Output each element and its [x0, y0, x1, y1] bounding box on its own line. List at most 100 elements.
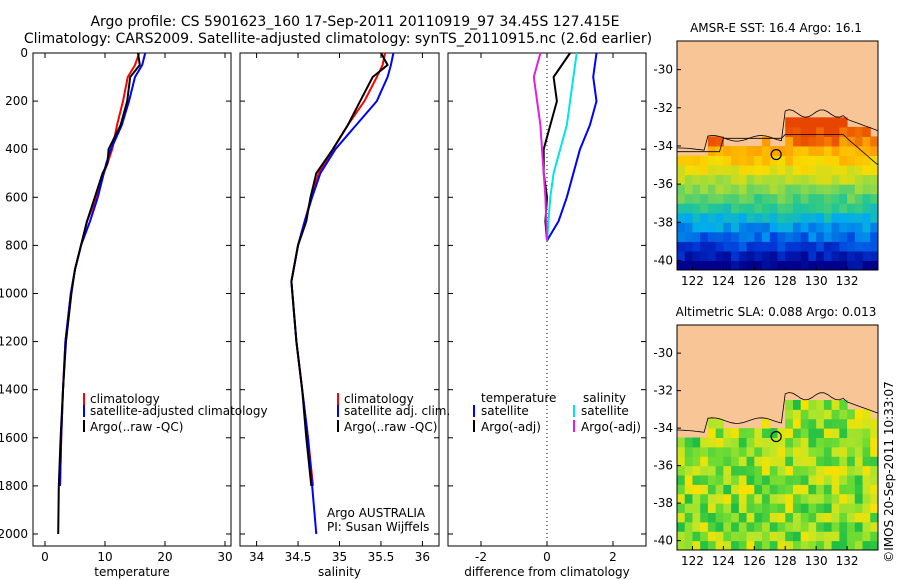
map-cell — [854, 475, 864, 485]
map-cell — [754, 174, 763, 185]
map-cell — [754, 512, 763, 523]
map-cell — [746, 184, 755, 195]
map-cell — [816, 531, 825, 542]
map-cell — [839, 222, 848, 233]
map-cell — [808, 540, 817, 551]
map-cell — [738, 475, 748, 485]
map-cell — [854, 165, 864, 176]
map-cell — [800, 493, 809, 504]
map-cell — [808, 484, 817, 495]
map-cell — [792, 174, 802, 185]
map-cell — [862, 484, 871, 495]
map-cell — [684, 222, 693, 233]
map-cell — [785, 155, 794, 166]
map-cell — [862, 540, 871, 551]
map-cell — [754, 484, 763, 495]
map-cell — [831, 136, 840, 147]
map-cell — [746, 493, 755, 504]
map-cell — [792, 456, 802, 467]
map-cell — [870, 212, 879, 223]
y-tick-label: 800 — [5, 238, 28, 252]
map-cell — [769, 231, 778, 242]
map-cell — [707, 475, 717, 485]
map-cell — [677, 231, 686, 242]
map-cell — [831, 203, 840, 214]
map-cell — [677, 184, 686, 195]
map-cell — [816, 117, 825, 128]
map-cell — [839, 184, 848, 195]
y-tick-label: -30 — [653, 346, 673, 360]
map-cell — [692, 521, 701, 532]
map-cell — [823, 222, 833, 233]
map-cell — [870, 484, 879, 495]
map-cell — [684, 540, 693, 551]
map-cell — [707, 231, 717, 242]
map-cell — [777, 512, 786, 523]
map-cell — [777, 155, 786, 166]
map-cell — [700, 446, 709, 457]
map-cell — [839, 165, 848, 176]
x-tick-label: 126 — [743, 274, 766, 288]
map-cell — [692, 540, 701, 551]
map-cell — [707, 531, 717, 542]
map-cell — [839, 531, 848, 542]
map-cell — [731, 446, 740, 457]
salinity-panel: 34 34.5 35 35.5 36 salinity — [239, 52, 440, 579]
map-cell — [754, 503, 763, 513]
map-cell — [831, 484, 840, 495]
map-cell — [754, 231, 763, 242]
map-cell — [785, 222, 794, 233]
map-cell — [816, 250, 825, 261]
map-cell — [762, 521, 771, 532]
map-cell — [847, 155, 856, 166]
x-tick-label: 124 — [712, 554, 735, 568]
map-cell — [854, 418, 864, 429]
map-cell — [677, 174, 686, 185]
x-tick-label: 132 — [836, 274, 859, 288]
map-cell — [785, 260, 794, 271]
map-cell — [762, 540, 771, 551]
map-cell — [746, 145, 755, 156]
map-cell — [792, 446, 802, 457]
map-cell — [677, 155, 686, 166]
map-cell — [707, 484, 717, 495]
map-cell — [677, 521, 686, 532]
map-cell — [731, 437, 740, 448]
map-cell — [862, 241, 871, 252]
map-cell — [684, 203, 693, 214]
map-cell — [754, 250, 763, 261]
map-cell — [723, 193, 732, 204]
legend-temperature-title: temperature — [481, 391, 556, 405]
map-cell — [847, 250, 856, 261]
map-cell — [684, 456, 693, 467]
x-tick-label: 132 — [836, 554, 859, 568]
map-cell — [715, 465, 724, 476]
map-cell — [684, 250, 693, 261]
series-line — [290, 52, 389, 487]
map-cell — [700, 193, 709, 204]
map-cell — [870, 174, 879, 185]
map-cell — [707, 184, 717, 195]
map-cell — [831, 512, 840, 523]
map-cell — [831, 409, 840, 420]
map-cell — [800, 437, 809, 448]
y-tick-label: -34 — [653, 421, 673, 435]
map-cell — [823, 136, 833, 147]
map-cell — [854, 446, 864, 457]
map-cell — [792, 241, 802, 252]
map-cell — [785, 475, 794, 485]
map-cell — [777, 521, 786, 532]
map-cell — [847, 193, 856, 204]
map-cell — [723, 260, 732, 271]
map-cell — [777, 165, 786, 176]
map-cell — [762, 465, 771, 476]
map-cell — [839, 512, 848, 523]
map-cell — [707, 446, 717, 457]
map-cell — [762, 493, 771, 504]
map-cell — [777, 493, 786, 504]
y-tick-label: 400 — [5, 142, 28, 156]
map-cell — [723, 203, 732, 214]
map-cell — [715, 155, 724, 166]
map-cell — [854, 222, 864, 233]
